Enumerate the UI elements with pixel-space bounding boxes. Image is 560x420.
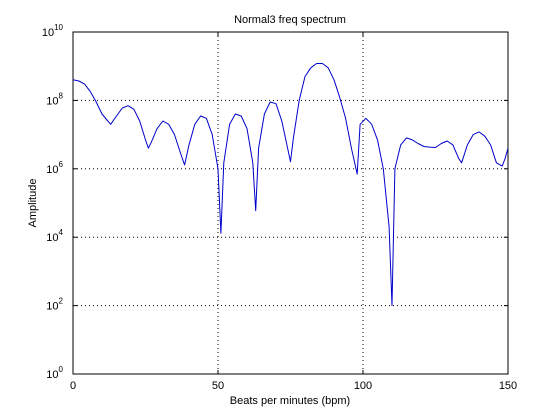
x-axis-label: Beats per minutes (bpm)	[230, 395, 350, 407]
plot-frame	[72, 31, 509, 375]
grid-lines	[73, 32, 508, 374]
y-tick-label: 106	[46, 160, 63, 176]
plot-area	[73, 32, 508, 374]
x-tick-label: 0	[70, 380, 76, 392]
y-tick-labels: 100 102 104 106 108 1010	[42, 23, 64, 381]
y-tick-label: 108	[46, 91, 63, 107]
x-tick-labels: 0 50 100 150	[70, 380, 517, 392]
spectrum-line	[72, 63, 509, 307]
series-group	[72, 63, 509, 307]
y-tick-label: 102	[46, 297, 63, 313]
y-tick-label: 104	[46, 228, 63, 244]
y-tick-label: 100	[46, 365, 63, 381]
y-axis-label: Amplitude	[27, 179, 39, 228]
x-tick-label: 50	[212, 380, 224, 392]
x-tick-label: 150	[499, 380, 517, 392]
y-tick-label: 1010	[42, 23, 64, 39]
x-tick-label: 100	[354, 380, 372, 392]
chart-title: Normal3 freq spectrum	[234, 14, 346, 26]
